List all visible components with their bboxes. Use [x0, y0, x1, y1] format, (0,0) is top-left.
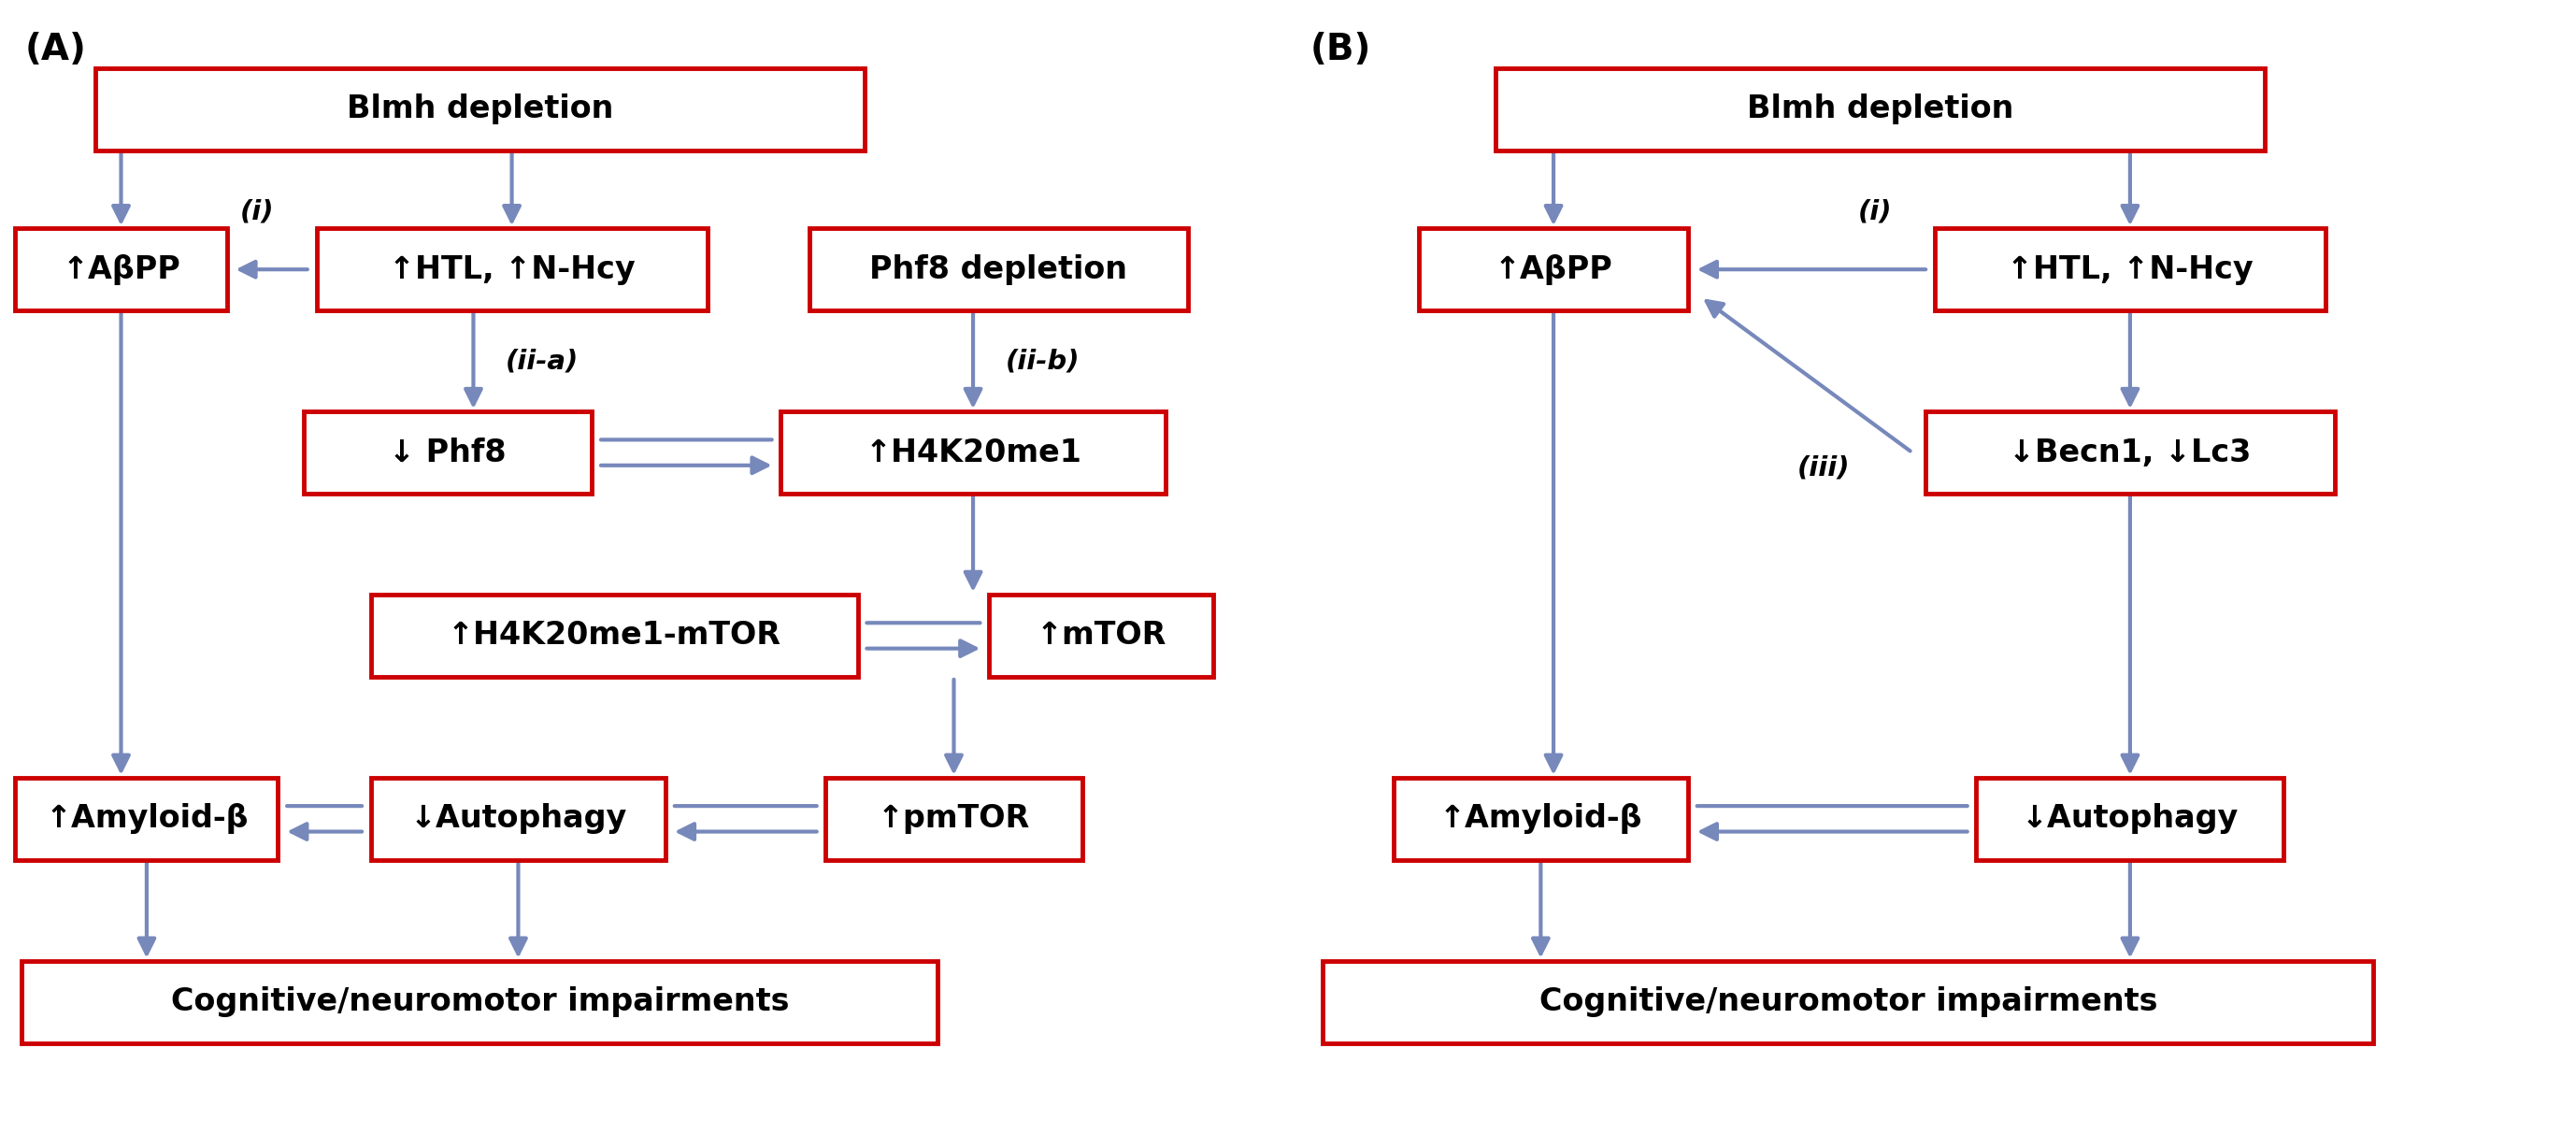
Text: (ii-a): (ii-a): [505, 348, 580, 374]
FancyBboxPatch shape: [1976, 778, 2285, 860]
FancyBboxPatch shape: [1924, 412, 2334, 493]
FancyBboxPatch shape: [781, 412, 1164, 493]
FancyBboxPatch shape: [21, 960, 938, 1043]
FancyBboxPatch shape: [1935, 228, 2326, 311]
Text: (B): (B): [1311, 32, 1370, 67]
FancyBboxPatch shape: [304, 412, 592, 493]
Text: (i): (i): [1857, 198, 1891, 225]
Text: ↑Amyloid-β: ↑Amyloid-β: [1440, 803, 1643, 835]
Text: Blmh depletion: Blmh depletion: [345, 94, 613, 125]
Text: Cognitive/neuromotor impairments: Cognitive/neuromotor impairments: [170, 987, 788, 1017]
Text: ↓ Phf8: ↓ Phf8: [389, 437, 507, 468]
FancyBboxPatch shape: [827, 778, 1082, 860]
Text: ↓Autophagy: ↓Autophagy: [2022, 803, 2239, 835]
FancyBboxPatch shape: [1324, 960, 2372, 1043]
Text: (i): (i): [240, 198, 273, 225]
Text: (ii-b): (ii-b): [1005, 348, 1079, 374]
Text: (iii): (iii): [1798, 455, 1850, 481]
FancyBboxPatch shape: [809, 228, 1188, 311]
Text: Cognitive/neuromotor impairments: Cognitive/neuromotor impairments: [1538, 987, 2156, 1017]
FancyBboxPatch shape: [1419, 228, 1687, 311]
FancyBboxPatch shape: [1497, 68, 2264, 151]
Text: Blmh depletion: Blmh depletion: [1747, 94, 2014, 125]
Text: ↑mTOR: ↑mTOR: [1036, 620, 1167, 651]
Text: ↑H4K20me1-mTOR: ↑H4K20me1-mTOR: [448, 620, 781, 651]
Text: Phf8 depletion: Phf8 depletion: [871, 254, 1128, 285]
Text: ↑AβPP: ↑AβPP: [1494, 254, 1613, 285]
Text: ↑AβPP: ↑AβPP: [62, 254, 180, 285]
FancyBboxPatch shape: [371, 778, 665, 860]
Text: ↓Becn1, ↓Lc3: ↓Becn1, ↓Lc3: [2009, 437, 2251, 468]
Text: ↑HTL, ↑N-Hcy: ↑HTL, ↑N-Hcy: [389, 254, 636, 285]
Text: ↑H4K20me1: ↑H4K20me1: [866, 437, 1082, 468]
FancyBboxPatch shape: [1394, 778, 1687, 860]
Text: ↑pmTOR: ↑pmTOR: [878, 803, 1030, 835]
FancyBboxPatch shape: [95, 68, 863, 151]
FancyBboxPatch shape: [371, 594, 858, 677]
FancyBboxPatch shape: [989, 594, 1213, 677]
Text: (A): (A): [26, 32, 88, 67]
Text: ↑HTL, ↑N-Hcy: ↑HTL, ↑N-Hcy: [2007, 254, 2254, 285]
FancyBboxPatch shape: [15, 228, 227, 311]
Text: ↑Amyloid-β: ↑Amyloid-β: [44, 803, 247, 835]
FancyBboxPatch shape: [15, 778, 278, 860]
FancyBboxPatch shape: [317, 228, 708, 311]
Text: ↓Autophagy: ↓Autophagy: [410, 803, 626, 835]
